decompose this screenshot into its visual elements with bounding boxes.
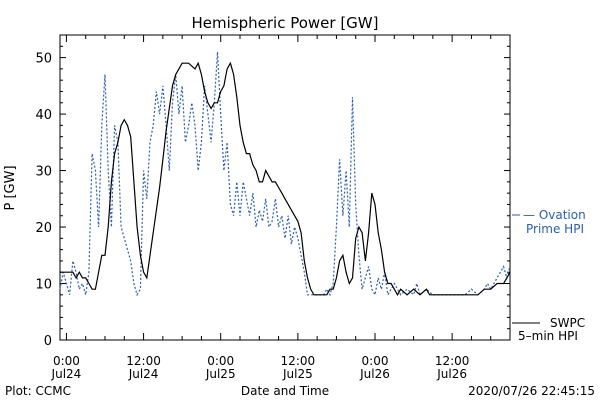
x-tick-time-3: 12:00: [281, 354, 316, 368]
y-tick-label-4: 40: [35, 108, 52, 123]
plot-credit: Plot: CCMC: [5, 384, 71, 398]
legend-ovation: — Ovation Prime HPI: [512, 208, 586, 236]
x-tick-date-5: Jul26: [436, 367, 467, 381]
x-tick-time-5: 12:00: [435, 354, 470, 368]
x-tick-date-1: Jul24: [128, 367, 159, 381]
y-tick-label-0: 0: [44, 334, 52, 349]
chart-title: Hemispheric Power [GW]: [192, 14, 379, 32]
x-tick-date-2: Jul25: [205, 367, 236, 381]
x-axis-ticks: 0:00Jul2412:00Jul240:00Jul2512:00Jul250:…: [51, 35, 511, 381]
series-line-swpc: [60, 61, 511, 297]
x-tick-date-3: Jul25: [282, 367, 313, 381]
legend-ovation-line2: Prime HPI: [526, 222, 584, 236]
x-tick-time-4: 0:00: [362, 354, 389, 368]
y-axis-ticks: 0 10 20 30 40 50: [35, 45, 510, 349]
x-tick-time-0: 0:00: [53, 354, 80, 368]
x-tick-date-0: Jul24: [51, 367, 82, 381]
legend-swpc-line1: SWPC: [550, 316, 585, 330]
x-axis-label: Date and Time: [241, 384, 329, 398]
x-tick-date-4: Jul26: [359, 367, 390, 381]
y-tick-label-5: 50: [35, 52, 52, 67]
x-tick-time-2: 0:00: [207, 354, 234, 368]
plot-frame: [59, 34, 511, 341]
legend-swpc-line2: 5–min HPI: [518, 329, 578, 343]
x-tick-time-1: 12:00: [126, 354, 161, 368]
y-tick-label-2: 20: [35, 221, 52, 236]
y-tick-label-3: 30: [35, 165, 52, 180]
y-tick-label-1: 10: [35, 278, 52, 293]
legend-ovation-line1: — Ovation: [523, 208, 586, 222]
plot-timestamp: 2020/07/26 22:45:15: [468, 384, 595, 398]
series-layer: [59, 51, 511, 297]
legend-swpc: SWPC 5–min HPI: [512, 316, 585, 343]
y-axis-label: P [GW]: [3, 165, 18, 210]
series-line-ovation: [59, 51, 511, 297]
